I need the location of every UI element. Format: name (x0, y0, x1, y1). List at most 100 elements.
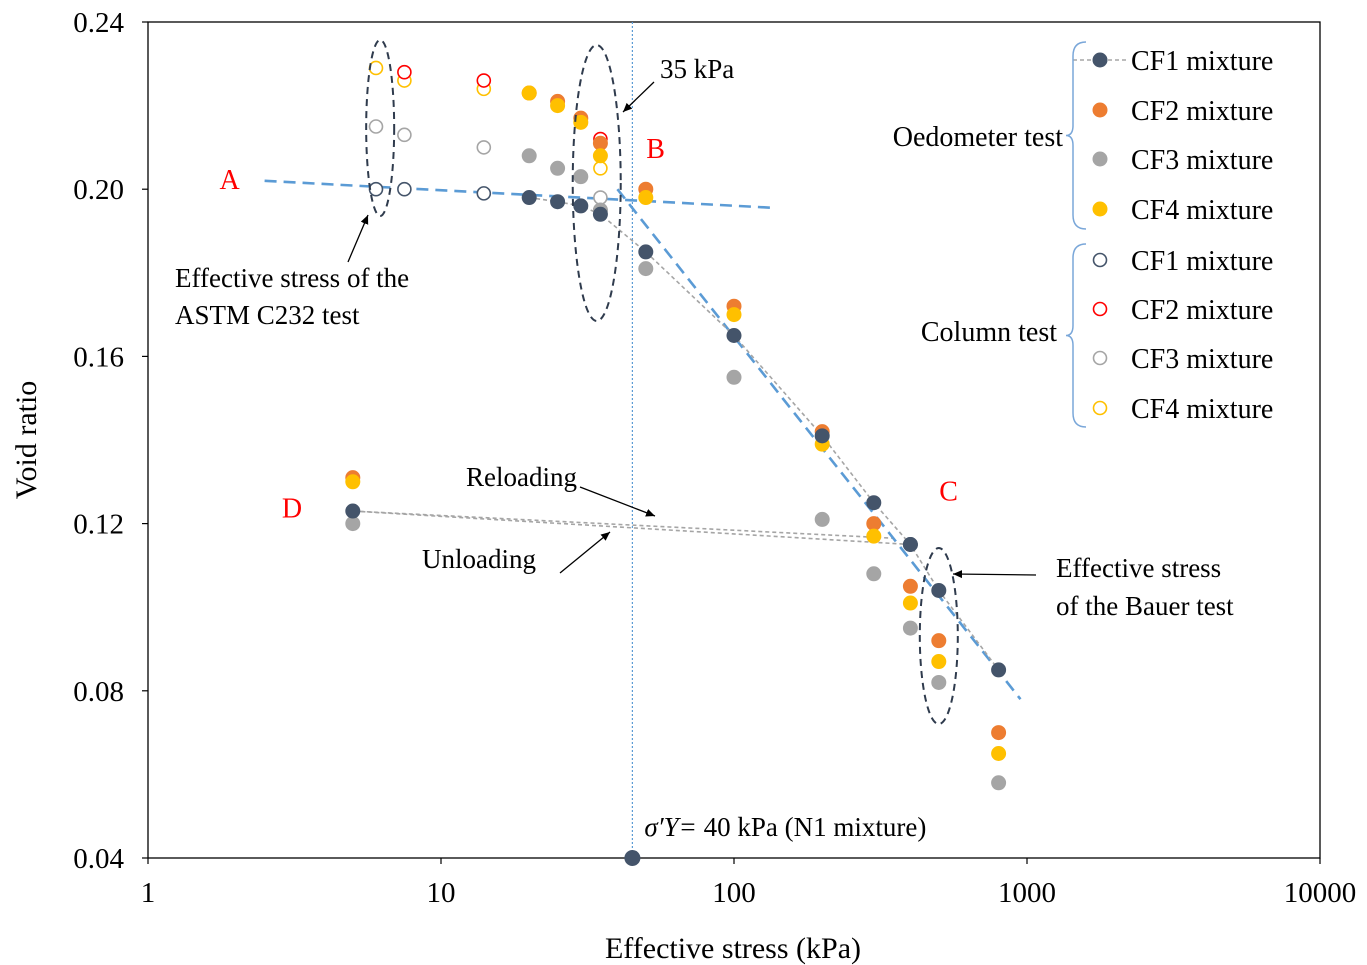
annotation-35kpa: 35 kPa (660, 54, 734, 84)
point-label-a: A (220, 165, 241, 196)
data-point (397, 127, 412, 143)
legend: CF1 mixture CF2 mixture CF3 mixture CF4 mix… (893, 41, 1273, 428)
legend-marker (1092, 52, 1108, 68)
legend-label: CF4 mixture (1131, 394, 1273, 425)
data-point (902, 595, 918, 611)
y-tick-label: 0.16 (73, 341, 124, 373)
data-point (902, 537, 918, 552)
data-point (991, 746, 1007, 761)
legend-marker (1092, 151, 1108, 167)
legend-label: CF4 mixture (1131, 195, 1273, 226)
data-point (592, 135, 608, 151)
annotation-bauer-line1: Effective stress (1056, 553, 1221, 583)
data-point (476, 186, 492, 201)
legend-label: CF3 mixture (1131, 344, 1273, 375)
y-tick-label: 0.04 (73, 843, 124, 875)
annotation-reloading-arrow (579, 486, 656, 517)
legend-label: CF2 mixture (1131, 96, 1273, 127)
data-point (573, 114, 589, 130)
yield-point-marker (624, 850, 641, 866)
legend-brace-oedometer (1065, 41, 1087, 230)
data-point (345, 503, 361, 519)
annotation-unloading-arrow (559, 531, 611, 574)
annotation-35kpa-arrow (622, 81, 655, 113)
annotation-astm-arrow (347, 214, 369, 263)
annotation-bauer-arrow (952, 570, 1037, 579)
data-point (397, 64, 412, 80)
data-point (593, 190, 608, 205)
point-label-b: B (646, 134, 665, 165)
ellipse-astm (365, 39, 396, 217)
data-point (345, 516, 361, 532)
legend-label: CF3 mixture (1131, 145, 1273, 176)
yield-point-label: σ′Y= 40 kPa (N1 mixture) (644, 812, 926, 842)
annotation-unloading: Unloading (422, 544, 536, 574)
series-oedometer-test-cf2-mixture (345, 85, 1007, 741)
data-point (931, 654, 947, 670)
legend-label: CF2 mixture (1131, 295, 1273, 326)
x-axis-label: Effective stress (kPa) (605, 932, 861, 965)
data-point (991, 775, 1007, 791)
data-point (726, 307, 742, 323)
series-column-test-cf1-mixture (368, 181, 608, 218)
data-point (991, 725, 1007, 741)
data-point (991, 662, 1007, 678)
data-point (476, 73, 492, 88)
data-point (592, 206, 608, 222)
y-axis-label: Void ratio (10, 381, 43, 500)
y-tick-label: 0.24 (73, 7, 124, 39)
data-point (550, 194, 566, 210)
data-point (592, 148, 608, 164)
legend-group-column: Column test (921, 317, 1057, 348)
data-point (521, 190, 537, 206)
x-tick-label: 1000 (998, 877, 1056, 909)
annotation-bauer-line2: of the Bauer test (1056, 591, 1234, 621)
data-point (931, 633, 947, 649)
data-point (726, 369, 742, 385)
data-point (593, 161, 608, 176)
point-label-d: D (282, 493, 302, 524)
data-point (476, 140, 492, 155)
x-tick-label: 100 (712, 877, 756, 909)
y-tick-label: 0.12 (73, 509, 124, 541)
fit-line-a-b (264, 179, 777, 210)
data-point (902, 578, 918, 594)
data-point (521, 85, 537, 101)
legend-marker (1092, 400, 1108, 416)
data-point (368, 119, 384, 134)
data-point (866, 516, 882, 532)
y-tick-label: 0.08 (73, 676, 124, 708)
series-oedometer-test-cf1-mixture (345, 190, 1007, 678)
x-tick-label: 1 (141, 877, 156, 909)
series-oedometer-test-cf3-mixture (345, 148, 1007, 791)
legend-brace-column (1065, 243, 1087, 428)
yield-value: 40 kPa (N1 mixture) (697, 812, 926, 842)
data-point (866, 495, 882, 511)
point-label-c: C (939, 477, 958, 508)
unload-reload-line (352, 510, 911, 546)
yield-symbol: σ′Y= (644, 812, 696, 842)
legend-label: CF1 mixture (1131, 46, 1273, 77)
legend-group-oedometer: Oedometer test (893, 122, 1063, 153)
x-tick-label: 10000 (1284, 877, 1357, 909)
data-point (521, 148, 537, 164)
legend-marker (1092, 252, 1108, 268)
data-point (368, 181, 384, 197)
data-point (638, 261, 654, 277)
ellipse-35kpa (571, 44, 622, 322)
data-point (638, 190, 654, 206)
series-column-test-cf3-mixture (368, 119, 608, 205)
x-tick-label: 10 (427, 877, 456, 909)
data-point (550, 98, 566, 114)
data-point (814, 511, 830, 527)
data-point (866, 528, 882, 544)
data-point (550, 160, 566, 176)
data-point (726, 328, 742, 343)
legend-marker (1092, 350, 1108, 366)
data-point (931, 582, 947, 598)
y-tick-label: 0.20 (73, 174, 124, 206)
data-point (397, 181, 412, 197)
legend-marker (1092, 201, 1108, 217)
annotation-astm-line2: ASTM C232 test (175, 300, 360, 330)
